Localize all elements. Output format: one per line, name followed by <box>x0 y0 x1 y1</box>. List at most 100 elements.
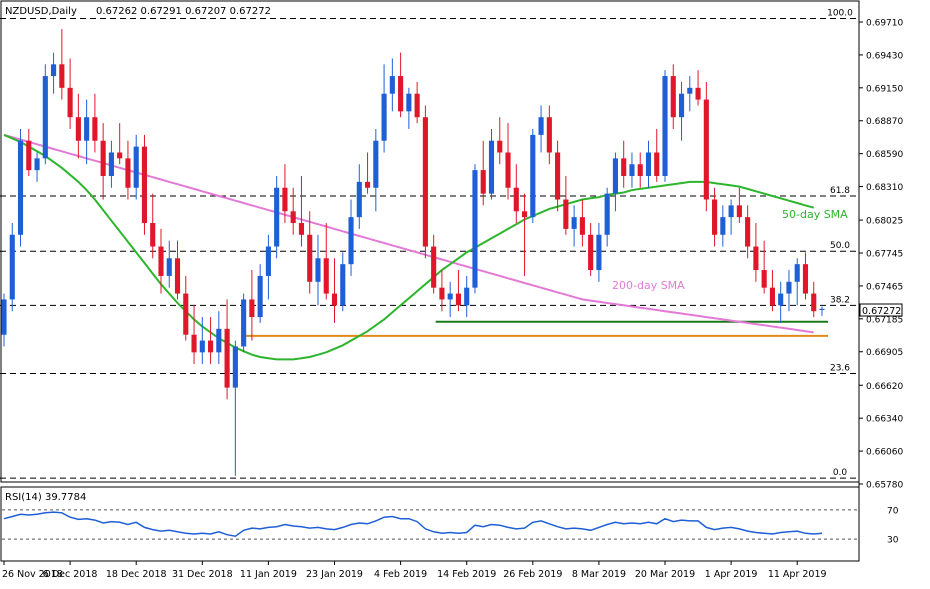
candle-body <box>802 264 809 294</box>
moving-averages <box>3 133 814 361</box>
candle-body <box>108 152 114 176</box>
candle-body <box>1 299 7 335</box>
candlesticks <box>1 29 825 476</box>
candle-body <box>472 170 478 288</box>
candle-body <box>703 99 709 200</box>
candle-body <box>274 187 280 247</box>
date-tick-label: 18 Dec 2018 <box>106 569 167 580</box>
candle-body <box>100 140 106 176</box>
ohlc-values: 0.67262 0.67291 0.67207 0.67272 <box>96 6 271 17</box>
candle-body <box>645 152 652 176</box>
candle-body <box>571 217 577 229</box>
candle-body <box>546 117 552 153</box>
fib-label: 0.0 <box>833 468 848 478</box>
candle-body <box>125 158 131 188</box>
price-tick-label: 0.69150 <box>866 84 903 94</box>
candle-body <box>59 64 65 88</box>
candle-body <box>298 223 305 235</box>
candle-body <box>150 223 156 247</box>
candle-body <box>75 117 81 141</box>
candle-body <box>398 76 404 112</box>
candle-body <box>439 287 445 300</box>
candle-body <box>745 217 751 247</box>
candle-body <box>191 334 197 353</box>
candle-body <box>819 308 825 311</box>
candle-body <box>257 275 263 318</box>
price-tick-label: 0.67745 <box>866 250 903 260</box>
candle-body <box>282 187 288 212</box>
candle-body <box>612 158 618 194</box>
candle-body <box>141 146 148 224</box>
candle-body <box>265 246 271 276</box>
candle-body <box>249 299 255 318</box>
sma50-annotation: 50-day SMA <box>782 208 848 221</box>
price-axis: 0.69710 0.69430 0.69150 0.68870 0.68590 0.683… <box>859 19 903 491</box>
candle-body <box>728 205 734 218</box>
candle-body <box>778 293 784 306</box>
candle-body <box>563 199 569 229</box>
date-tick-label: 20 Mar 2019 <box>635 569 695 580</box>
price-tick-label: 0.67185 <box>866 315 903 325</box>
candle-body <box>232 346 238 388</box>
candle-body <box>579 217 585 235</box>
price-tick-label: 0.66905 <box>866 348 903 358</box>
current-price-tag <box>859 303 903 317</box>
candle-body <box>662 76 668 176</box>
candle-body <box>811 293 817 312</box>
candle-body <box>769 287 775 306</box>
candle-body <box>364 181 371 188</box>
candle-body <box>629 164 635 176</box>
candle-body <box>488 140 495 194</box>
rsi-level-label: 70 <box>887 506 899 516</box>
candle-body <box>447 293 453 300</box>
date-tick-label: 31 Dec 2018 <box>172 569 233 580</box>
candle-body <box>42 76 48 159</box>
fib-label: 61.8 <box>830 186 850 196</box>
candle-body <box>480 170 486 194</box>
candle-body <box>331 293 338 306</box>
candle-body <box>637 164 643 176</box>
candle-body <box>654 152 660 176</box>
fib-label: 38.2 <box>830 295 850 305</box>
date-tick-label: 26 Feb 2019 <box>503 569 562 580</box>
sma200-line <box>3 133 814 334</box>
date-tick-label: 23 Jan 2019 <box>306 569 363 580</box>
candle-body <box>712 199 718 235</box>
candle-body <box>736 205 742 218</box>
candle-body <box>521 211 528 218</box>
candle-body <box>9 234 15 300</box>
candle-body <box>117 152 123 159</box>
candle-body <box>307 234 313 282</box>
candle-body <box>174 258 181 294</box>
candle-body <box>84 117 90 141</box>
candle-body <box>414 93 420 118</box>
candle-body <box>497 140 503 153</box>
date-tick-label: 26 Nov 2018 <box>2 569 63 580</box>
candle-body <box>348 217 354 265</box>
candle-body <box>290 211 296 224</box>
price-tick-label: 0.68025 <box>866 217 903 227</box>
candle-body <box>621 158 627 176</box>
fib-label: 100.0 <box>827 8 853 18</box>
candle-body <box>431 246 437 288</box>
candle-body <box>406 93 412 112</box>
candle-body <box>158 246 164 276</box>
candle-body <box>455 293 462 306</box>
candle-body <box>687 87 693 94</box>
candle-body <box>92 117 98 141</box>
rsi-indicator: 70 30 <box>2 506 899 546</box>
candle-body <box>241 299 247 347</box>
candle-body <box>505 152 511 188</box>
price-tick-label: 0.67465 <box>866 282 903 292</box>
candle-body <box>208 340 214 353</box>
price-tick-label: 0.65780 <box>866 481 903 491</box>
support-lines <box>245 320 828 337</box>
candle-body <box>555 152 561 200</box>
candle-body <box>323 258 329 294</box>
date-tick-label: 11 Jan 2019 <box>240 569 297 580</box>
candle-body <box>588 234 594 271</box>
candle-body <box>464 287 470 306</box>
candle-body <box>761 270 767 288</box>
